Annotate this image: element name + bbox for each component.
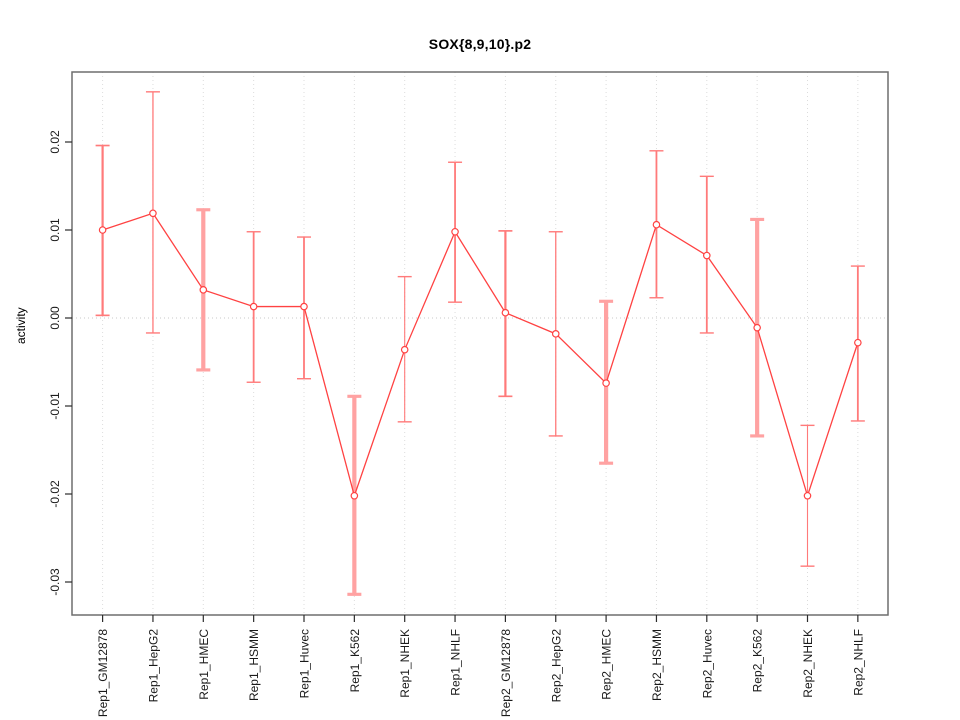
data-point bbox=[702, 251, 711, 260]
x-tick-label: Rep1_NHLF bbox=[449, 629, 463, 696]
chart-title: SOX{8,9,10}.p2 bbox=[428, 36, 532, 52]
data-point bbox=[451, 227, 459, 236]
plot-border bbox=[71, 71, 889, 616]
data-point bbox=[803, 491, 812, 500]
data-point bbox=[249, 302, 258, 311]
data-point bbox=[350, 491, 359, 500]
y-tick-label: -0.02 bbox=[48, 480, 62, 508]
x-tick-label: Rep2_HepG2 bbox=[549, 629, 563, 703]
data-point bbox=[854, 338, 862, 347]
x-tick-label: Rep2_NHLF bbox=[851, 629, 865, 696]
y-tick-label: 0.00 bbox=[48, 306, 62, 330]
gridlines bbox=[102, 72, 859, 615]
x-axis: Rep1_GM12878 Rep1_HepG2 Rep1_HMEC Rep1_HSMM… bbox=[96, 615, 865, 717]
y-tick-label: -0.03 bbox=[48, 568, 62, 596]
data-point bbox=[652, 220, 661, 229]
data-point bbox=[300, 302, 308, 311]
data-point bbox=[400, 345, 409, 354]
x-tick-label: Rep1_HepG2 bbox=[146, 629, 160, 703]
x-tick-label: Rep1_HMEC bbox=[197, 629, 211, 700]
data-point bbox=[602, 379, 610, 387]
y-tick-label: 0.02 bbox=[48, 130, 62, 154]
data-point bbox=[98, 226, 107, 234]
x-tick-label: Rep1_GM12878 bbox=[96, 629, 110, 717]
x-tick-label: Rep2_Huvec bbox=[700, 629, 714, 698]
y-axis: 0.02 0.01 0.00 -0.01 -0.02 -0.03 bbox=[48, 130, 72, 596]
data-point bbox=[753, 323, 761, 332]
x-tick-label: Rep2_K562 bbox=[751, 629, 765, 693]
x-tick-label: Rep1_K562 bbox=[348, 629, 362, 693]
data-points bbox=[98, 209, 862, 500]
y-tick-label: -0.01 bbox=[48, 392, 62, 420]
x-tick-label: Rep1_NHEK bbox=[398, 629, 412, 698]
error-bars bbox=[95, 91, 865, 596]
x-tick-label: Rep2_GM12878 bbox=[499, 629, 513, 717]
data-point bbox=[199, 286, 208, 294]
data-point bbox=[551, 330, 560, 338]
x-tick-label: Rep1_Huvec bbox=[298, 629, 312, 698]
x-tick-label: Rep2_NHEK bbox=[801, 629, 815, 698]
series-line bbox=[102, 212, 859, 498]
data-point bbox=[149, 209, 157, 218]
y-tick-label: 0.01 bbox=[48, 218, 62, 242]
x-tick-label: Rep2_HMEC bbox=[600, 629, 614, 700]
data-point bbox=[501, 308, 510, 317]
x-tick-label: Rep1_HSMM bbox=[247, 629, 261, 701]
x-tick-label: Rep2_HSMM bbox=[650, 629, 664, 701]
